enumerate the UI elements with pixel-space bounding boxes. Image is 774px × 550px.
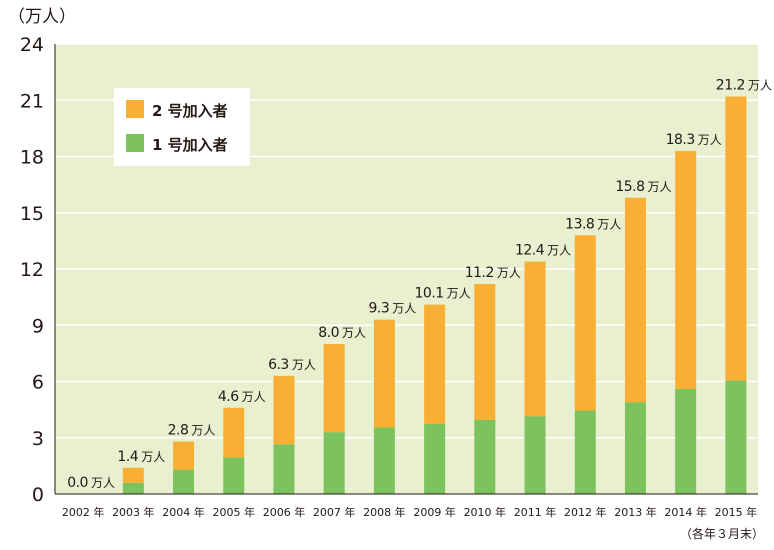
y-tick-9: 9 <box>32 315 44 337</box>
bar-2go-11 <box>624 197 646 403</box>
bar-2go-12 <box>675 150 697 389</box>
data-label-3: 4.6 万人 <box>218 389 266 405</box>
legend-swatch-1go <box>126 134 144 152</box>
x-tick-labels: 2002 年 2003 年 2004 年 2005 年 2006 年 2007 年 2008… <box>62 505 757 519</box>
bar-2go-6 <box>373 319 395 428</box>
x-tick-8: 2010 年 <box>464 505 507 519</box>
data-label-6: 9.3 万人 <box>369 301 417 317</box>
y-tick-18: 18 <box>20 147 44 169</box>
bar-1go-5 <box>323 432 345 494</box>
data-label-13: 21.2 万人 <box>716 78 772 94</box>
bar-2go-7 <box>424 304 446 424</box>
x-tick-9: 2011 年 <box>514 505 557 519</box>
bar-1go-13 <box>725 380 747 494</box>
bar-1go-2 <box>173 469 195 494</box>
bar-1go-9 <box>524 416 546 494</box>
x-tick-11: 2013 年 <box>614 505 657 519</box>
y-tick-0: 0 <box>32 484 44 506</box>
bar-1go-7 <box>424 423 446 494</box>
x-tick-13: 2015 年 <box>715 505 758 519</box>
y-tick-labels: 0 3 6 9 12 15 18 21 24 <box>20 34 44 506</box>
x-tick-5: 2007 年 <box>313 505 356 519</box>
x-tick-2: 2004 年 <box>162 505 205 519</box>
data-label-4: 6.3 万人 <box>268 357 316 373</box>
bar-2go-2 <box>173 441 195 470</box>
x-tick-7: 2009 年 <box>413 505 456 519</box>
y-tick-12: 12 <box>20 259 44 281</box>
bars <box>122 96 747 494</box>
bar-1go-6 <box>373 427 395 494</box>
gridlines <box>55 43 758 439</box>
bar-1go-11 <box>624 402 646 494</box>
bar-1go-4 <box>273 444 295 494</box>
legend-label-1go: 1 号加入者 <box>152 136 228 154</box>
bar-2go-13 <box>725 96 747 381</box>
bar-2go-3 <box>223 407 245 458</box>
data-label-5: 8.0 万人 <box>318 325 366 341</box>
bar-2go-4 <box>273 375 295 445</box>
bar-2go-10 <box>574 235 596 411</box>
y-axis-label: （万人） <box>8 7 76 27</box>
data-label-9: 12.4 万人 <box>515 243 571 259</box>
data-label-1: 1.4 万人 <box>117 449 165 465</box>
data-label-12: 18.3 万人 <box>666 132 722 148</box>
data-label-10: 13.8 万人 <box>565 216 621 232</box>
bar-1go-12 <box>675 389 697 494</box>
legend: 2 号加入者 1 号加入者 <box>114 88 250 166</box>
x-tick-10: 2012 年 <box>564 505 607 519</box>
data-label-11: 15.8 万人 <box>615 179 671 195</box>
bar-1go-8 <box>474 419 496 494</box>
bar-2go-1 <box>122 467 144 483</box>
y-tick-6: 6 <box>32 372 44 394</box>
y-tick-24: 24 <box>20 34 44 56</box>
legend-swatch-2go <box>126 100 144 118</box>
data-label-7: 10.1 万人 <box>415 286 471 302</box>
bar-1go-3 <box>223 457 245 494</box>
bar-2go-5 <box>323 344 345 433</box>
x-tick-3: 2005 年 <box>213 505 256 519</box>
date-note: （各年３月末） <box>680 526 764 541</box>
bar-2go-9 <box>524 261 546 417</box>
bar-1go-1 <box>122 482 144 494</box>
legend-label-2go: 2 号加入者 <box>152 102 228 120</box>
data-label-2: 2.8 万人 <box>168 423 216 439</box>
x-tick-1: 2003 年 <box>112 505 155 519</box>
data-label-8: 11.2 万人 <box>465 265 521 281</box>
data-label-0: 0.0 万人 <box>67 475 115 491</box>
y-tick-15: 15 <box>20 203 44 225</box>
axes <box>54 44 758 495</box>
bar-2go-8 <box>474 284 496 420</box>
y-tick-3: 3 <box>32 428 44 450</box>
x-tick-6: 2008 年 <box>363 505 406 519</box>
bar-1go-10 <box>574 410 596 494</box>
y-tick-21: 21 <box>20 90 44 112</box>
x-tick-0: 2002 年 <box>62 505 105 519</box>
legend-box <box>114 88 250 166</box>
x-tick-12: 2014 年 <box>664 505 707 519</box>
x-tick-4: 2006 年 <box>263 505 306 519</box>
